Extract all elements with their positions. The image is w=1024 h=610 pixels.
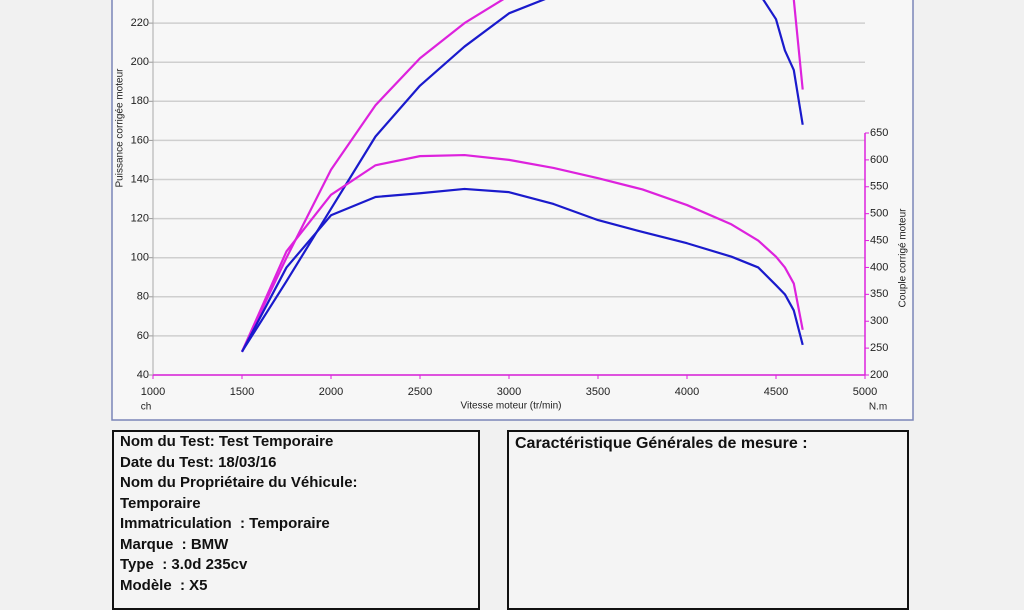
y2-tick-label: 300 (870, 315, 888, 327)
y2-axis-label: Couple corrigé moteur (898, 208, 909, 308)
x-tick-label: 2000 (319, 386, 343, 398)
info-line: Immatriculation : Temporaire (120, 515, 330, 532)
info-line: Type : 3.0d 235cv (120, 556, 248, 573)
series-line (241, 0, 804, 353)
y2-tick-label: 350 (870, 288, 888, 300)
x-tick-label: 4500 (764, 386, 788, 398)
series-line (241, 0, 804, 353)
x-tick-label: 2500 (408, 386, 432, 398)
y-unit: ch (141, 402, 152, 413)
y-tick-label: 180 (131, 95, 149, 107)
measure-title: Caractéristique Générales de mesure : (515, 435, 808, 452)
y-tick-label: 220 (131, 17, 149, 29)
y-axis-label: Puissance corrigée moteur (115, 68, 126, 188)
x-tick-label: 3000 (497, 386, 521, 398)
y-tick-label: 200 (131, 56, 149, 68)
measure-box: Caractéristique Générales de mesure : (507, 430, 909, 610)
series-line (241, 187, 804, 353)
y2-tick-label: 500 (870, 208, 888, 220)
x-tick-label: 3500 (586, 386, 610, 398)
y-tick-label: 40 (137, 369, 149, 381)
info-line: Nom du Test: Test Temporaire (120, 433, 334, 450)
info-line: Date du Test: 18/03/16 (120, 453, 277, 471)
series-line (240, 153, 804, 353)
x-tick-label: 1500 (230, 386, 254, 398)
info-line: Nom du Propriétaire du Véhicule: (120, 474, 358, 491)
y-tick-label: 140 (131, 173, 149, 185)
chart: 40 60 80 100 120 140 160 180 200 220 200 250 300 350 4… (111, 0, 914, 421)
test-info-box: Nom du Test: Test Temporaire Date du Test… (112, 430, 480, 610)
y2-tick-label: 250 (870, 342, 888, 354)
y-tick-label: 160 (131, 134, 149, 146)
x-axis-label: Vitesse moteur (tr/min) (461, 401, 562, 412)
y-tick-label: 120 (131, 213, 149, 225)
x-tick-label: 1000 (141, 386, 165, 398)
info-line: Modèle : X5 (120, 576, 208, 594)
y2-tick-label: 650 (870, 127, 888, 139)
x-tick-label: 5000 (853, 386, 877, 398)
y2-unit: N.m (869, 402, 887, 413)
y-tick-label: 80 (137, 291, 149, 303)
y2-tick-label: 600 (870, 154, 888, 166)
y-tick-label: 100 (131, 252, 149, 264)
y2-tick-label: 400 (870, 261, 888, 273)
chart-frame (111, 0, 914, 421)
info-line: Marque : BMW (120, 535, 229, 553)
info-line: Temporaire (120, 494, 201, 512)
y2-tick-label: 550 (870, 181, 888, 193)
x-tick-label: 4000 (675, 386, 699, 398)
y2-tick-label: 450 (870, 234, 888, 246)
y2-tick-label: 200 (870, 369, 888, 381)
y-tick-label: 60 (137, 330, 149, 342)
